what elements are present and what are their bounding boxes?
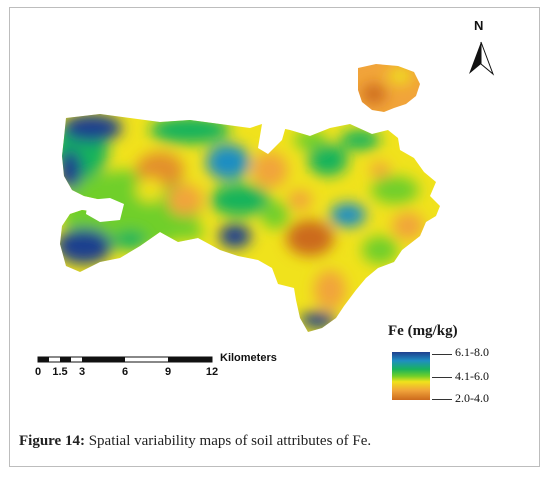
north-label: N: [474, 18, 484, 33]
scale-bar: [37, 356, 213, 363]
scale-tick-label: 12: [205, 366, 219, 378]
legend-color-ramp: [392, 352, 430, 400]
scale-tick-label: 0: [34, 366, 42, 378]
caption-text: Spatial variability maps of soil attribu…: [84, 433, 372, 449]
legend-class-low: 2.0-4.0: [455, 391, 489, 405]
legend-tick: [432, 377, 452, 378]
scale-unit-label: Kilometers: [220, 352, 277, 364]
enclave-west: [86, 198, 124, 222]
scale-tick-label: 3: [78, 366, 86, 378]
legend-tick: [432, 399, 452, 400]
ne-territory: [358, 64, 420, 112]
legend-title: Fe (mg/kg): [388, 323, 458, 339]
scale-tick-label: 1.5: [52, 366, 68, 378]
north-arrow-icon: [469, 41, 495, 76]
scale-tick-label: 6: [121, 366, 129, 378]
figure-caption: Figure 14: Spatial variability maps of s…: [19, 433, 371, 450]
legend-tick: [432, 354, 452, 355]
caption-label: Figure 14:: [19, 433, 85, 449]
enclave-north: [258, 124, 286, 154]
legend-class-mid: 4.1-6.0: [455, 369, 489, 383]
legend-class-high: 6.1-8.0: [455, 345, 489, 359]
scale-tick-label: 9: [164, 366, 172, 378]
